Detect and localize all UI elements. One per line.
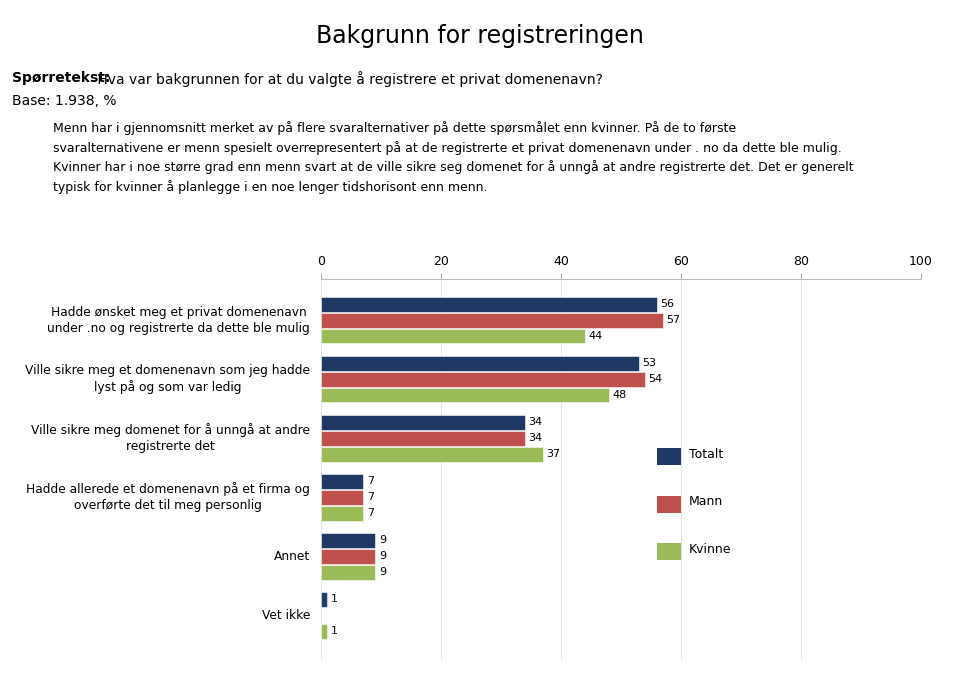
Bar xyxy=(321,533,375,547)
Text: Spørretekst:: Spørretekst: xyxy=(12,71,110,86)
Text: Mann: Mann xyxy=(689,495,723,508)
Bar xyxy=(321,388,609,403)
Text: Hadde allerede et domenenavn på et firma og
overførte det til meg personlig: Hadde allerede et domenenavn på et firma… xyxy=(26,482,311,512)
Text: Ville sikre meg et domenenavn som jeg hadde
lyst på og som var ledig: Ville sikre meg et domenenavn som jeg ha… xyxy=(25,364,311,394)
Bar xyxy=(321,356,639,371)
Text: svaralternativene er menn spesielt overrepresentert på at de registrerte et priv: svaralternativene er menn spesielt overr… xyxy=(53,141,841,155)
Text: typisk for kvinner å planlegge i en noe lenger tidshorisont enn menn.: typisk for kvinner å planlegge i en noe … xyxy=(53,180,487,194)
Text: 7: 7 xyxy=(367,492,374,503)
Text: Menn har i gjennomsnitt merket av på flere svaralternativer på dette spørsmålet : Menn har i gjennomsnitt merket av på fle… xyxy=(53,121,736,135)
Text: 48: 48 xyxy=(613,390,627,400)
Text: Hva var bakgrunnen for at du valgte å registrere et privat domenenavn?: Hva var bakgrunnen for at du valgte å re… xyxy=(93,71,603,87)
Bar xyxy=(321,313,663,328)
Bar xyxy=(321,490,363,505)
Text: 57: 57 xyxy=(667,315,681,325)
Text: 9: 9 xyxy=(379,567,386,577)
Text: Hadde ønsket meg et privat domenenavn
under .no og registrerte da dette ble muli: Hadde ønsket meg et privat domenenavn un… xyxy=(48,305,311,335)
Bar xyxy=(321,624,327,639)
Bar xyxy=(321,565,375,579)
Bar xyxy=(321,506,363,521)
Text: 53: 53 xyxy=(643,358,657,369)
Bar xyxy=(321,328,585,343)
Text: 7: 7 xyxy=(367,508,374,518)
Text: 37: 37 xyxy=(547,449,561,459)
Text: 9: 9 xyxy=(379,551,386,561)
Text: Ville sikre meg domenet for å unngå at andre
registrerte det: Ville sikre meg domenet for å unngå at a… xyxy=(32,423,311,453)
Bar xyxy=(321,474,363,489)
Text: Base: 1.938, %: Base: 1.938, % xyxy=(12,94,116,108)
Text: 34: 34 xyxy=(528,418,543,427)
Text: Kvinne: Kvinne xyxy=(689,543,731,556)
Text: 44: 44 xyxy=(589,331,603,341)
Text: Bakgrunn for registreringen: Bakgrunn for registreringen xyxy=(316,24,643,48)
Text: 7: 7 xyxy=(367,476,374,486)
Text: Vet ikke: Vet ikke xyxy=(262,609,311,622)
Text: 1: 1 xyxy=(331,626,338,636)
Bar xyxy=(321,549,375,564)
Text: 9: 9 xyxy=(379,535,386,545)
Bar xyxy=(321,592,327,607)
Text: 1: 1 xyxy=(331,594,338,605)
Bar xyxy=(321,296,657,311)
Text: 34: 34 xyxy=(528,433,543,443)
Text: Totalt: Totalt xyxy=(689,447,723,460)
Text: 54: 54 xyxy=(648,374,663,384)
Bar xyxy=(321,447,543,462)
Bar xyxy=(321,415,526,430)
Bar xyxy=(321,431,526,445)
Text: Annet: Annet xyxy=(274,550,311,563)
Text: 56: 56 xyxy=(661,299,674,309)
Text: Kvinner har i noe større grad enn menn svart at de ville sikre seg domenet for å: Kvinner har i noe større grad enn menn s… xyxy=(53,160,854,175)
Bar xyxy=(321,372,644,386)
